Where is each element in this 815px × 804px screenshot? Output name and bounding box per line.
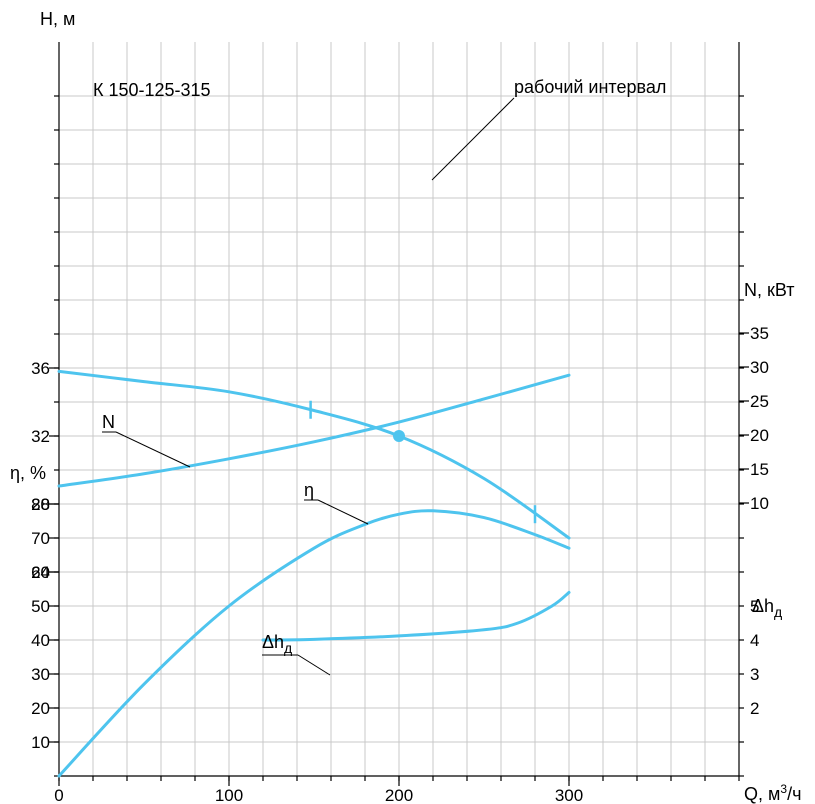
n-tick-label: 35: [750, 324, 769, 343]
eta-curve: [57, 509, 571, 778]
n-tick-label: 10: [750, 494, 769, 513]
eta-tick-label: 70: [31, 529, 50, 548]
dh-leader: [297, 654, 331, 676]
h-axis-label: H, м: [40, 9, 75, 29]
chart-grid: [58, 42, 740, 777]
q-tick-label: 300: [555, 786, 583, 804]
n-tick-label: 15: [750, 460, 769, 479]
operating-point: [393, 430, 405, 442]
chart-title: К 150-125-315: [93, 80, 211, 100]
eta-tick-label: 30: [31, 665, 50, 684]
n-axis-label: N, кВт: [744, 280, 795, 300]
eta-series-label: η: [304, 480, 314, 500]
working-interval-leader: [431, 97, 515, 181]
eta-axis-label: η, %: [10, 463, 46, 483]
n-tick-label: 30: [750, 358, 769, 377]
dh-curve: [261, 590, 571, 642]
eta-tick-label: 50: [31, 597, 50, 616]
eta-tick-label: 80: [31, 495, 50, 514]
dh-tick-label: 5: [750, 597, 759, 616]
working-interval-label: рабочий интервал: [514, 77, 666, 97]
q-tick-label: 200: [385, 786, 413, 804]
dh-series-label: Δhд: [262, 632, 292, 656]
h-tick-label: 36: [31, 359, 50, 378]
h-tick-label: 28: [31, 495, 50, 514]
q-tick-label: 0: [54, 786, 63, 804]
n-tick-label: 20: [750, 426, 769, 445]
dh-tick-label: 3: [750, 665, 759, 684]
chart-curves: [57, 369, 571, 778]
q-axis-label: Q, м3/ч: [744, 782, 801, 804]
eta-tick-label: 40: [31, 631, 50, 650]
dh-tick-label: 2: [750, 699, 759, 718]
q-tick-label: 100: [215, 786, 243, 804]
h-curve: [57, 369, 571, 540]
n-series-label: N: [102, 412, 115, 432]
eta-leader: [317, 499, 369, 525]
n-curve: [57, 373, 571, 488]
dh-tick-label: 4: [750, 631, 759, 650]
eta-tick-label: 10: [31, 733, 50, 752]
n-leader: [115, 431, 191, 468]
eta-tick-label: 20: [31, 699, 50, 718]
eta-tick-label: 60: [31, 563, 50, 582]
dh-axis-label: Δhд: [752, 596, 782, 620]
h-tick-label: 32: [31, 427, 50, 446]
h-tick-label: 24: [31, 563, 50, 582]
chart-marks: [309, 400, 537, 524]
n-tick-label: 25: [750, 392, 769, 411]
